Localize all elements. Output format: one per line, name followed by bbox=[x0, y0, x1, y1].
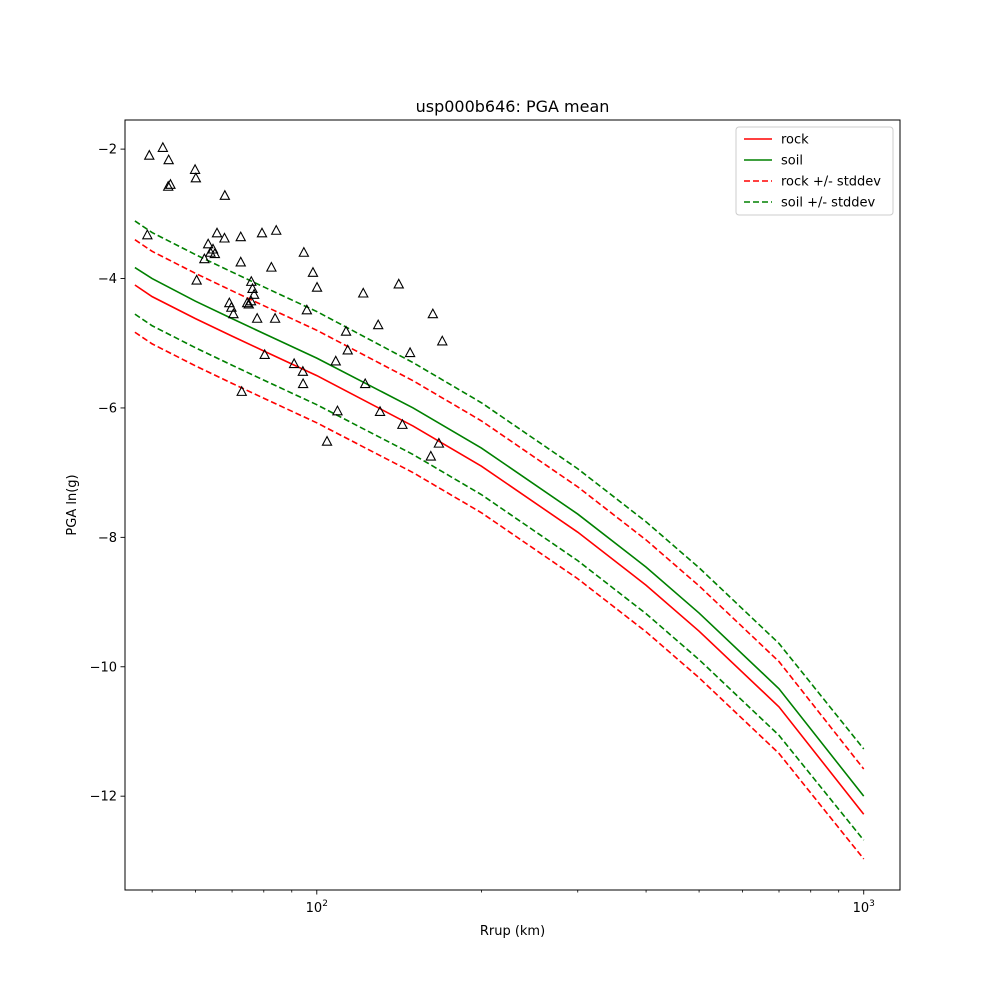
observation-marker bbox=[372, 318, 384, 330]
legend-box bbox=[735, 126, 894, 216]
y-axis-label: PGA ln(g) bbox=[65, 474, 80, 535]
observation-marker bbox=[374, 405, 386, 416]
legend-label: rock bbox=[781, 133, 809, 148]
observation-marker bbox=[202, 238, 214, 249]
series-line-0 bbox=[134, 284, 865, 815]
observation-marker bbox=[190, 172, 202, 183]
observation-marker bbox=[297, 377, 309, 389]
plot-frame bbox=[124, 119, 901, 891]
observation-marker bbox=[162, 180, 174, 191]
observation-marker bbox=[225, 301, 237, 312]
observation-marker bbox=[340, 325, 352, 336]
observation-marker bbox=[433, 437, 445, 448]
observation-marker bbox=[311, 281, 323, 292]
observation-markers bbox=[141, 141, 448, 461]
y-tick-label: −6 bbox=[98, 401, 117, 416]
legend-label: rock +/- stddev bbox=[781, 175, 881, 190]
x-tick-label: 103 bbox=[853, 899, 875, 916]
observation-marker bbox=[235, 230, 247, 242]
observation-marker bbox=[307, 266, 319, 277]
y-tick-label: −2 bbox=[98, 143, 117, 158]
observation-marker bbox=[301, 304, 313, 315]
observation-marker bbox=[218, 232, 231, 243]
y-tick-label: −12 bbox=[90, 790, 117, 805]
observation-marker bbox=[211, 227, 223, 238]
observation-marker bbox=[404, 346, 416, 358]
observation-marker bbox=[265, 261, 277, 272]
observation-marker bbox=[164, 178, 176, 189]
y-axis: −2 −4 −6 −8 −10 −12 bbox=[90, 143, 125, 805]
chart-title: usp000b646: PGA mean bbox=[416, 97, 610, 116]
observation-marker bbox=[425, 450, 437, 461]
observation-marker bbox=[143, 149, 155, 160]
observation-marker bbox=[359, 377, 371, 389]
plot-area bbox=[124, 119, 901, 891]
x-axis-label: Rrup (km) bbox=[480, 924, 545, 939]
x-tick-label: 102 bbox=[306, 899, 328, 916]
observation-marker bbox=[141, 229, 153, 240]
x-axis: 102 103 bbox=[151, 890, 875, 916]
observation-marker bbox=[288, 357, 300, 369]
y-tick-label: −8 bbox=[98, 531, 117, 546]
observation-marker bbox=[241, 296, 253, 308]
observation-marker bbox=[219, 189, 231, 200]
series-line-3 bbox=[134, 331, 865, 860]
y-tick-label: −10 bbox=[90, 660, 117, 675]
observation-marker bbox=[330, 355, 342, 366]
series-lines bbox=[134, 220, 865, 860]
legend-label: soil bbox=[781, 154, 803, 169]
series-line-1 bbox=[134, 266, 865, 797]
observation-marker bbox=[357, 287, 369, 298]
legend: rock soil rock +/- stddev soil +/- stddev bbox=[735, 126, 894, 216]
observation-marker bbox=[236, 385, 248, 396]
observation-marker bbox=[235, 256, 247, 267]
observation-marker bbox=[342, 344, 354, 355]
observation-marker bbox=[189, 163, 201, 174]
y-tick-label: −4 bbox=[98, 272, 117, 287]
series-line-5 bbox=[134, 313, 865, 841]
observation-marker bbox=[248, 288, 260, 299]
observation-marker bbox=[227, 307, 239, 319]
observation-marker bbox=[269, 312, 281, 323]
observation-marker bbox=[321, 435, 333, 446]
observation-marker bbox=[298, 246, 310, 257]
observation-marker bbox=[198, 252, 210, 264]
observation-marker bbox=[259, 348, 271, 360]
observation-marker bbox=[436, 335, 448, 346]
observation-marker bbox=[297, 365, 309, 376]
observation-marker bbox=[331, 405, 343, 416]
observation-marker bbox=[251, 312, 263, 323]
observation-marker bbox=[245, 295, 257, 306]
legend-label: soil +/- stddev bbox=[781, 196, 876, 211]
observation-marker bbox=[209, 247, 221, 259]
observation-marker bbox=[256, 227, 268, 238]
observation-marker bbox=[270, 224, 282, 235]
observation-marker bbox=[191, 274, 203, 285]
observation-marker bbox=[157, 141, 169, 152]
observation-marker bbox=[396, 418, 408, 429]
observation-marker bbox=[393, 278, 405, 289]
observation-marker bbox=[163, 153, 175, 165]
observation-marker bbox=[427, 307, 439, 319]
